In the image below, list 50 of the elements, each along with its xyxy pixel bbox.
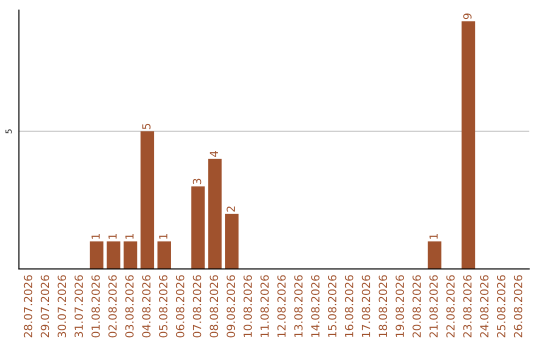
x-tick-label: 21.08.2026 <box>429 275 438 338</box>
bar <box>225 214 239 269</box>
x-tick-label: 14.08.2026 <box>311 275 320 337</box>
data-label: 1 <box>92 234 100 239</box>
x-tick-label: 02.08.2026 <box>108 275 117 338</box>
bar <box>106 241 120 269</box>
x-tick-label: 31.07.2026 <box>74 275 83 338</box>
data-label: 2 <box>226 206 235 212</box>
x-tick-label: 09.08.2026 <box>226 275 236 338</box>
x-tick-label: 20.08.2026 <box>412 275 421 338</box>
bar <box>157 241 171 269</box>
bar <box>191 186 205 269</box>
x-tick-label: 06.08.2026 <box>176 275 184 338</box>
bar <box>124 241 138 269</box>
data-label: 1 <box>125 234 134 239</box>
data-label: 1 <box>430 234 438 239</box>
x-tick-label: 24.08.2026 <box>480 275 488 338</box>
x-tick-label: 16.08.2026 <box>344 275 354 337</box>
x-tick-label: 22.08.2026 <box>446 275 455 338</box>
data-label: 4 <box>210 151 218 157</box>
data-label: 1 <box>159 234 168 239</box>
data-label: 1 <box>108 234 117 239</box>
x-tick-label: 28.07.2026 <box>24 275 32 338</box>
x-tick-label: 15.08.2026 <box>328 275 336 337</box>
data-label: 5 <box>142 124 151 130</box>
bar <box>140 131 154 269</box>
data-label: 3 <box>192 178 202 184</box>
x-tick-label: 25.08.2026 <box>496 275 506 338</box>
bar <box>462 21 476 269</box>
x-tick-label: 19.08.2026 <box>396 275 404 337</box>
x-tick-label: 07.08.2026 <box>192 275 202 338</box>
x-tick-label: 17.08.2026 <box>362 275 370 337</box>
x-tick-label: 10.08.2026 <box>244 275 252 337</box>
x-tick-label: 26.08.2026 <box>514 275 522 338</box>
x-tick-label: 23.08.2026 <box>463 275 472 338</box>
x-tick-label: 30.07.2026 <box>58 275 66 338</box>
x-tick-label: 12.08.2026 <box>277 275 286 337</box>
x-tick-label: 13.08.2026 <box>294 275 303 337</box>
x-tick-label: 29.07.2026 <box>40 275 50 338</box>
x-tick-label: 18.08.2026 <box>378 275 388 337</box>
bar <box>208 158 222 269</box>
x-tick-label: 05.08.2026 <box>159 275 168 338</box>
x-tick-label: 03.08.2026 <box>125 275 134 338</box>
bar <box>428 241 442 269</box>
data-label: 9 <box>463 14 472 20</box>
x-tick-label: 08.08.2026 <box>210 275 218 338</box>
x-tick-label: 04.08.2026 <box>142 275 151 338</box>
x-tick-label: 11.08.2026 <box>260 275 269 337</box>
x-tick-label: 01.08.2026 <box>91 275 100 338</box>
bar <box>90 241 104 269</box>
